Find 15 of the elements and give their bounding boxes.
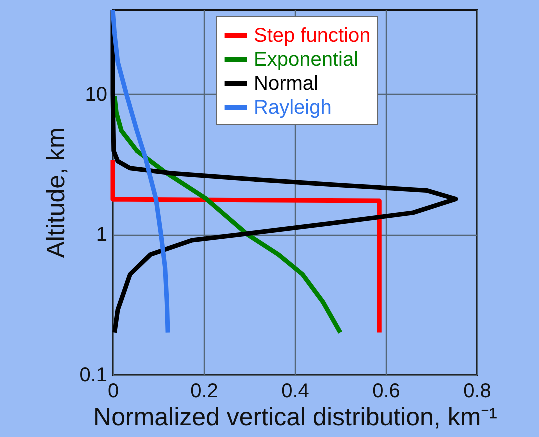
legend-label: Rayleigh xyxy=(254,97,332,119)
x-tick-label: 0.6 xyxy=(372,380,400,402)
legend-label: Step function xyxy=(254,25,371,47)
line-series xyxy=(112,94,343,336)
y-tick-label: 0.1 xyxy=(80,364,108,386)
y-tick-label: 1 xyxy=(96,224,108,246)
legend-label: Normal xyxy=(254,73,318,95)
x-axis-title: Normalized vertical distribution, km⁻¹ xyxy=(94,404,498,432)
x-tick-label: 0 xyxy=(108,380,120,402)
x-tick-label: 0.4 xyxy=(282,380,310,402)
y-axis-title: Altitude, km xyxy=(42,128,71,258)
x-tick-label: 0.2 xyxy=(190,380,218,402)
x-tick-label: 0.8 xyxy=(464,380,492,402)
y-tick-label: 10 xyxy=(85,84,108,106)
legend-label: Exponential xyxy=(254,49,359,71)
